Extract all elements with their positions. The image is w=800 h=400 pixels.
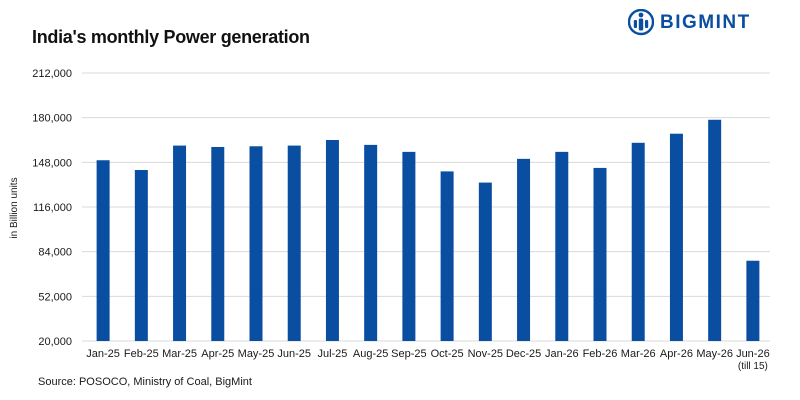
bar-apr-25 xyxy=(211,146,225,341)
x-tick-label: Sep-25 xyxy=(391,348,426,360)
bar-jul-25 xyxy=(325,140,339,341)
y-tick-label: 116,000 xyxy=(33,202,72,214)
bar-may-26 xyxy=(708,119,722,342)
x-tick-label: Aug-25 xyxy=(353,348,388,360)
x-tick-label: Mar-25 xyxy=(162,348,197,360)
y-tick-label: 148,000 xyxy=(32,157,72,169)
y-tick-label: 212,000 xyxy=(32,68,72,80)
y-tick-label: 180,000 xyxy=(32,113,72,125)
source-note: Source: POSOCO, Ministry of Coal, BigMin… xyxy=(38,376,252,388)
bar-feb-26 xyxy=(593,167,607,341)
y-axis-ticks: 20,000 52,000 84,000 116,000 148,000 180,000 2… xyxy=(32,68,72,348)
x-axis-ticks: Jan-25 Feb-25 Mar-25 Apr-25 May-25 Jun-25 Jul-… xyxy=(86,348,769,372)
x-tick-note: (till 15) xyxy=(738,361,768,372)
bars xyxy=(96,119,760,342)
x-tick-label: Feb-26 xyxy=(583,348,618,360)
bar-oct-25 xyxy=(440,171,454,341)
brand-logo: BIGMINT xyxy=(628,8,778,38)
bar-jun-26 xyxy=(746,260,760,341)
gridlines xyxy=(82,72,770,342)
x-tick-label: Jan-26 xyxy=(545,348,579,360)
y-tick-label: 52,000 xyxy=(38,291,72,303)
bar-dec-25 xyxy=(517,158,531,341)
bar-apr-26 xyxy=(669,133,683,341)
y-tick-label: 20,000 xyxy=(38,336,72,348)
x-tick-label: May-25 xyxy=(238,348,275,360)
x-tick-label: Feb-25 xyxy=(124,348,159,360)
x-tick-label: Apr-26 xyxy=(660,348,693,360)
x-tick-label: May-26 xyxy=(696,348,733,360)
bar-jan-26 xyxy=(555,151,569,341)
bar-jun-25 xyxy=(287,145,301,341)
bar-jan-25 xyxy=(96,160,110,341)
x-tick-label: Nov-25 xyxy=(468,348,503,360)
bar-may-25 xyxy=(249,146,263,341)
chart-title: India's monthly Power generation xyxy=(32,27,310,47)
y-axis-label: in Billion units xyxy=(9,177,20,238)
bar-sep-25 xyxy=(402,151,416,341)
bigmint-logo-icon xyxy=(628,9,654,36)
x-tick-label: Mar-26 xyxy=(621,348,656,360)
x-tick-label: Jul-25 xyxy=(317,348,347,360)
bar-nov-25 xyxy=(478,182,492,341)
bar-feb-25 xyxy=(134,170,148,341)
bar-mar-26 xyxy=(631,142,645,341)
brand-name: BIGMINT xyxy=(660,12,751,33)
y-tick-label: 84,000 xyxy=(38,247,72,259)
x-tick-label: Jan-25 xyxy=(86,348,120,360)
bar-mar-25 xyxy=(173,145,187,341)
x-tick-label: Jun-26 xyxy=(736,348,770,360)
x-tick-label: Oct-25 xyxy=(431,348,464,360)
x-tick-label: Dec-25 xyxy=(506,348,541,360)
x-tick-label: Apr-25 xyxy=(201,348,234,360)
bar-aug-25 xyxy=(364,144,378,341)
x-tick-label: Jun-25 xyxy=(277,348,311,360)
